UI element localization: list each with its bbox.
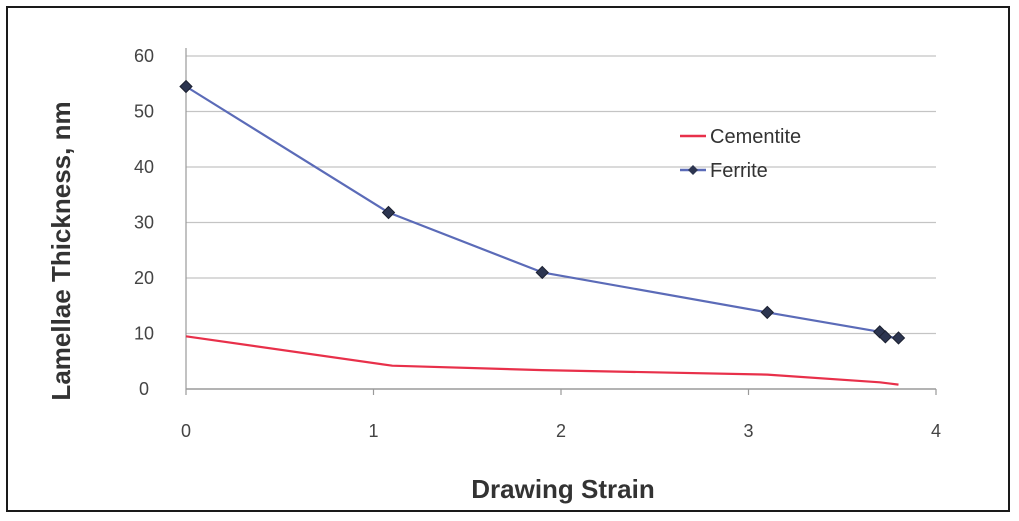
series-line-cementite: [185, 335, 899, 386]
data-point-ferrite: [891, 331, 906, 345]
legend-marker-ferrite: [688, 165, 698, 175]
line-chart: 0 10 20 30 40 50 60 0 1 2 3 4 Cementite Ferrite Draw…: [46, 46, 941, 504]
x-tick-label: 2: [556, 421, 566, 441]
y-tick-label: 60: [134, 46, 154, 66]
x-tick-label: 1: [368, 421, 378, 441]
series-line-ferrite: [185, 85, 899, 339]
y-tick-label: 30: [134, 213, 154, 233]
data-point-ferrite: [179, 79, 193, 94]
x-tick-label: 3: [743, 421, 753, 441]
y-tick-label: 10: [134, 324, 154, 344]
x-tick-label: 4: [931, 421, 941, 441]
data-point-ferrite: [535, 265, 549, 280]
axes: [185, 48, 937, 395]
legend-label-ferrite: Ferrite: [710, 160, 768, 182]
series: [179, 79, 906, 386]
tick-labels: 0 10 20 30 40 50 60 0 1 2 3 4: [134, 46, 941, 441]
legend-label-cementite: Cementite: [710, 126, 801, 148]
data-point-ferrite: [878, 330, 893, 344]
legend: Cementite Ferrite: [680, 126, 801, 182]
x-tick-label: 0: [181, 421, 191, 441]
y-tick-label: 50: [134, 102, 154, 122]
data-point-ferrite: [760, 305, 774, 320]
data-point-ferrite: [381, 205, 396, 220]
y-axis-title: Lamellae Thickness, nm: [46, 101, 76, 400]
x-axis-title: Drawing Strain: [471, 474, 654, 504]
y-tick-label: 20: [134, 268, 154, 288]
chart-frame: 0 10 20 30 40 50 60 0 1 2 3 4 Cementite Ferrite Draw…: [6, 6, 1010, 512]
y-tick-label: 40: [134, 157, 154, 177]
y-tick-label: 0: [139, 379, 149, 399]
gridlines: [186, 55, 936, 335]
